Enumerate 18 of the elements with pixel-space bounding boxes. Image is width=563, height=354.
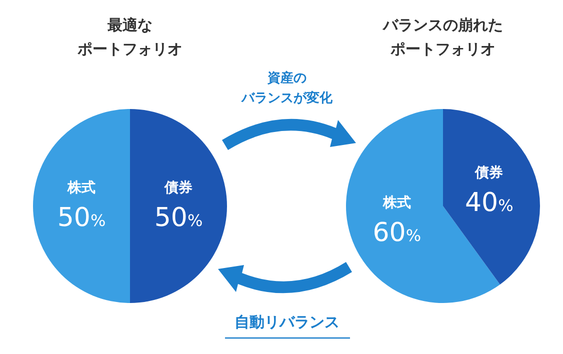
slice-label: 株式	[382, 194, 411, 211]
data-label: 50%	[57, 203, 106, 233]
data-label: 40%	[464, 188, 514, 218]
slice-label: 債券	[474, 165, 504, 182]
chart-subtitle: ポートフォリオ	[76, 40, 182, 58]
pie-slice	[443, 109, 540, 284]
slice-label: 債券	[164, 180, 192, 196]
chart-title: バランスの崩れた	[382, 16, 503, 34]
text: 資産の	[266, 70, 306, 86]
chart-title: 最適な	[106, 16, 152, 34]
slice-label: 株式	[66, 180, 96, 196]
pie-slice	[130, 109, 227, 303]
data-label: 50%	[154, 203, 203, 233]
data-label: 60%	[372, 218, 422, 248]
pie-slice	[33, 109, 130, 303]
text: 自動リバランス	[234, 313, 340, 331]
text: バランスが変化	[240, 90, 334, 106]
chart-subtitle: ポートフォリオ	[390, 40, 496, 58]
